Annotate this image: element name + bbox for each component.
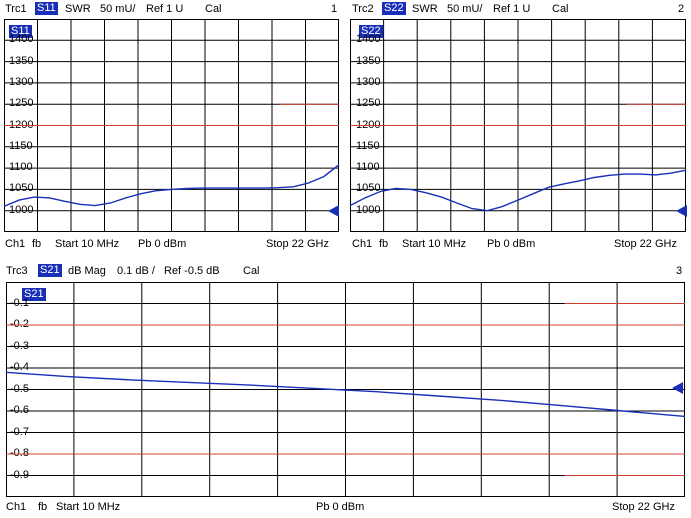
channel-footer-1: Ch1 fb Start 10 MHz Pb 0 dBm Stop 22 GHz — [0, 237, 345, 251]
trace-tag-s11[interactable]: S11 — [9, 25, 32, 38]
trace-tag-s21[interactable]: S21 — [22, 288, 46, 301]
trace-plot-1 — [3, 19, 340, 232]
ref-marker-icon[interactable] — [328, 205, 339, 217]
stop-freq[interactable]: Stop 22 GHz — [266, 238, 329, 250]
trace-label[interactable]: Trc2 — [352, 3, 374, 15]
scale-label[interactable]: 0.1 dB / — [117, 265, 155, 277]
trace-header-2: Trc2 S22 SWR 50 mU/ Ref 1 U Cal 2 — [346, 2, 691, 16]
trace-plot-3 — [5, 282, 686, 497]
trace-line-s11 — [3, 164, 340, 208]
format-label[interactable]: dB Mag — [68, 265, 106, 277]
param-label[interactable]: S21 — [38, 264, 62, 277]
ref-label[interactable]: Ref 1 U — [146, 3, 184, 15]
scale-label[interactable]: 50 mU/ — [447, 3, 483, 15]
trace-number: 2 — [678, 3, 685, 15]
y-tick-label: 1350 — [9, 54, 34, 67]
channel-label[interactable]: Ch1 — [6, 501, 27, 513]
fb-label: fb — [379, 238, 389, 250]
trace-number: 1 — [331, 3, 338, 15]
ref-marker-icon[interactable] — [676, 205, 687, 217]
ref-marker-icon[interactable] — [672, 382, 683, 394]
y-tick-label: -0.5 — [10, 382, 29, 395]
y-tick-label: 1050 — [9, 182, 34, 195]
power-label[interactable]: Pb 0 dBm — [138, 238, 187, 250]
trace-label[interactable]: Trc3 — [6, 265, 28, 277]
y-tick-label: 1300 — [9, 75, 34, 88]
power-label[interactable]: Pb 0 dBm — [487, 238, 536, 250]
channel-label[interactable]: Ch1 — [5, 238, 26, 250]
format-label[interactable]: SWR — [65, 3, 91, 15]
trace-plot-2 — [349, 19, 687, 232]
stop-freq[interactable]: Stop 22 GHz — [614, 238, 677, 250]
power-label[interactable]: Pb 0 dBm — [316, 501, 365, 513]
trace-number: 3 — [676, 265, 683, 277]
trace-line-s22 — [349, 169, 687, 212]
y-tick-label: -0.2 — [10, 318, 29, 330]
scale-label[interactable]: 50 mU/ — [100, 3, 136, 15]
y-tick-label: 1200 — [356, 118, 381, 131]
y-tick-label: -0.9 — [10, 468, 29, 481]
stop-freq[interactable]: Stop 22 GHz — [612, 501, 675, 513]
fb-label: fb — [32, 238, 42, 250]
start-freq[interactable]: Start 10 MHz — [56, 501, 121, 513]
y-tick-label: 1350 — [356, 54, 381, 67]
y-tick-label: 1150 — [9, 139, 33, 152]
y-tick-label: 1050 — [356, 182, 381, 195]
ref-label[interactable]: Ref 1 U — [493, 3, 531, 15]
ref-label[interactable]: Ref -0.5 dB — [164, 265, 220, 277]
y-tick-label: 1000 — [9, 203, 34, 216]
y-tick-label: -0.8 — [10, 447, 29, 459]
trace-panel-3[interactable]: Trc3 S21 dB Mag 0.1 dB / Ref -0.5 dB Cal… — [0, 262, 691, 518]
start-freq[interactable]: Start 10 MHz — [402, 238, 467, 250]
trace-line-s21 — [5, 371, 686, 418]
channel-label[interactable]: Ch1 — [352, 238, 373, 250]
channel-footer-3: Ch1 fb Start 10 MHz Pb 0 dBm Stop 22 GHz — [0, 500, 691, 514]
cal-label: Cal — [552, 3, 569, 15]
format-label[interactable]: SWR — [412, 3, 438, 15]
cal-label: Cal — [243, 265, 260, 277]
y-tick-label: 1150 — [356, 139, 380, 152]
trace-panel-2[interactable]: Trc2 S22 SWR 50 mU/ Ref 1 U Cal 2 S22 14… — [346, 0, 691, 258]
y-tick-label: 1300 — [356, 75, 381, 88]
y-tick-label: 1100 — [9, 161, 33, 174]
start-freq[interactable]: Start 10 MHz — [55, 238, 120, 250]
trace-header-1: Trc1 S11 SWR 50 mU/ Ref 1 U Cal 1 — [0, 2, 345, 16]
y-tick-label: 1100 — [356, 161, 380, 174]
y-tick-label: 1250 — [9, 97, 34, 110]
y-tick-label: 1000 — [356, 203, 381, 216]
y-tick-label: -0.6 — [10, 404, 29, 416]
param-label[interactable]: S11 — [35, 2, 58, 15]
trace-header-3: Trc3 S21 dB Mag 0.1 dB / Ref -0.5 dB Cal… — [0, 264, 691, 278]
y-tick-label: -0.3 — [10, 339, 29, 352]
trace-tag-s22[interactable]: S22 — [359, 25, 383, 38]
y-tick-label: -0.1 — [10, 296, 29, 309]
trace-label[interactable]: Trc1 — [5, 3, 27, 15]
y-tick-label: 1250 — [356, 97, 381, 110]
fb-label: fb — [38, 501, 48, 513]
channel-footer-2: Ch1 fb Start 10 MHz Pb 0 dBm Stop 22 GHz — [346, 237, 691, 251]
cal-label: Cal — [205, 3, 222, 15]
y-tick-label: -0.7 — [10, 425, 29, 438]
trace-panel-1[interactable]: Trc1 S11 SWR 50 mU/ Ref 1 U Cal 1 S11 14… — [0, 0, 345, 258]
y-tick-label: 1400 — [9, 33, 34, 46]
y-tick-label: 1200 — [9, 118, 34, 131]
y-tick-label: 1400 — [356, 33, 381, 46]
param-label[interactable]: S22 — [382, 2, 406, 15]
y-tick-label: -0.4 — [10, 361, 29, 373]
